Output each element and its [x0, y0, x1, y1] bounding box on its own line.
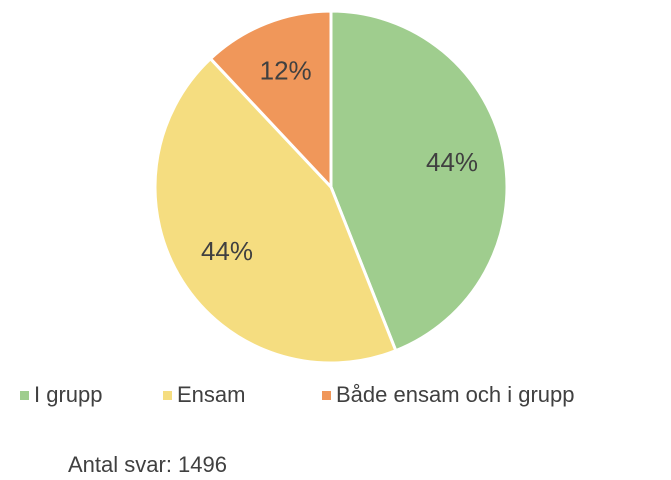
data-label: 44% [426, 147, 478, 177]
legend-swatch [322, 391, 331, 400]
pie-slice [329, 9, 509, 353]
legend-swatch [163, 391, 172, 400]
legend-swatch [20, 391, 29, 400]
data-label: 12% [260, 55, 312, 85]
legend-label: I grupp [34, 382, 103, 407]
pie-slice [153, 56, 398, 365]
pie-slice [208, 9, 333, 191]
annotation: Antal svar: 1496 [68, 452, 227, 477]
legend-label: Ensam [177, 382, 245, 407]
data-label: 44% [201, 236, 253, 266]
legend-label: Både ensam och i grupp [336, 382, 575, 407]
